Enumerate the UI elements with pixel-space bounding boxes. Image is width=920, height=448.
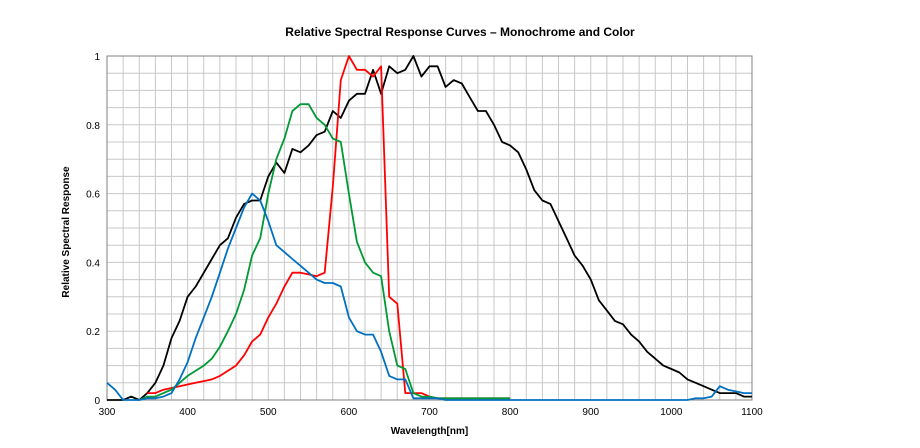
x-axis-label: Wavelength[nm] xyxy=(391,426,468,437)
y-tick-label: 1 xyxy=(94,52,100,63)
series-lines xyxy=(106,55,752,401)
x-tick-label: 1100 xyxy=(741,407,763,418)
x-tick-label: 1000 xyxy=(660,407,683,418)
x-tick-label: 600 xyxy=(341,407,358,418)
x-tick-label: 700 xyxy=(421,407,438,418)
series-line-1 xyxy=(107,55,752,401)
chart-title: Relative Spectral Response Curves – Mono… xyxy=(285,25,635,39)
x-tick-label: 800 xyxy=(502,407,519,418)
x-tick-label: 900 xyxy=(582,407,599,418)
x-tick-label: 300 xyxy=(99,407,116,418)
axis-ticks: 300 400 500 600 700 800 900 1000 1100 0 0.2 0.4 0.6 0… xyxy=(86,52,763,418)
y-tick-label: 0.8 xyxy=(86,121,100,132)
y-tick-label: 0.4 xyxy=(86,258,100,269)
y-tick-label: 0.6 xyxy=(86,190,100,201)
series-line-4 xyxy=(106,192,752,401)
plot-grid xyxy=(106,55,753,401)
y-tick-label: 0 xyxy=(94,396,100,407)
y-tick-label: 0.2 xyxy=(86,327,100,338)
x-tick-label: 400 xyxy=(179,407,196,418)
plot-area xyxy=(106,55,753,401)
series-line-3 xyxy=(138,103,511,401)
y-axis-label: Relative Spectral Response xyxy=(61,166,72,298)
x-tick-label: 500 xyxy=(260,407,277,418)
